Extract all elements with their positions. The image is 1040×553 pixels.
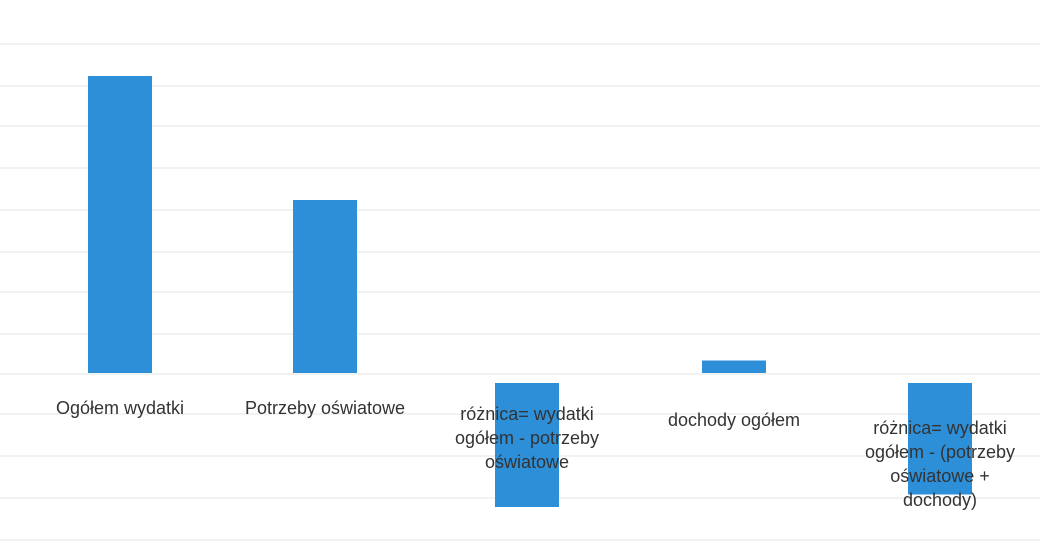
category-label-line: Ogółem wydatki	[56, 398, 184, 418]
category-label-line: dochody)	[903, 490, 977, 510]
category-label-1: Ogółem wydatki	[56, 398, 184, 418]
category-label-5: różnica= wydatki ogółem - (potrzeby oświat…	[865, 418, 1015, 510]
category-label-line: różnica= wydatki	[873, 418, 1007, 438]
bar-2	[293, 199, 357, 373]
category-label-line: oświatowe +	[890, 466, 990, 486]
bar-3	[495, 383, 559, 507]
category-label-3: różnica= wydatki ogółem - potrzeby oświato…	[455, 404, 599, 472]
bar-4	[702, 360, 766, 373]
category-labels: Ogółem wydatki Potrzeby oświatowe różnica=…	[56, 398, 1015, 510]
category-label-4: dochody ogółem	[668, 410, 800, 430]
category-label-line: oświatowe	[485, 452, 569, 472]
category-label-line: Potrzeby oświatowe	[245, 398, 405, 418]
category-label-line: dochody ogółem	[668, 410, 800, 430]
bar-1	[88, 76, 152, 373]
category-label-line: ogółem - potrzeby	[455, 428, 599, 448]
category-label-line: ogółem - (potrzeby	[865, 442, 1015, 462]
category-label-line: różnica= wydatki	[460, 404, 594, 424]
category-label-2: Potrzeby oświatowe	[245, 398, 405, 418]
chart-gridlines	[0, 43, 1040, 541]
bar-5	[908, 383, 972, 495]
chart-bars	[88, 76, 972, 507]
